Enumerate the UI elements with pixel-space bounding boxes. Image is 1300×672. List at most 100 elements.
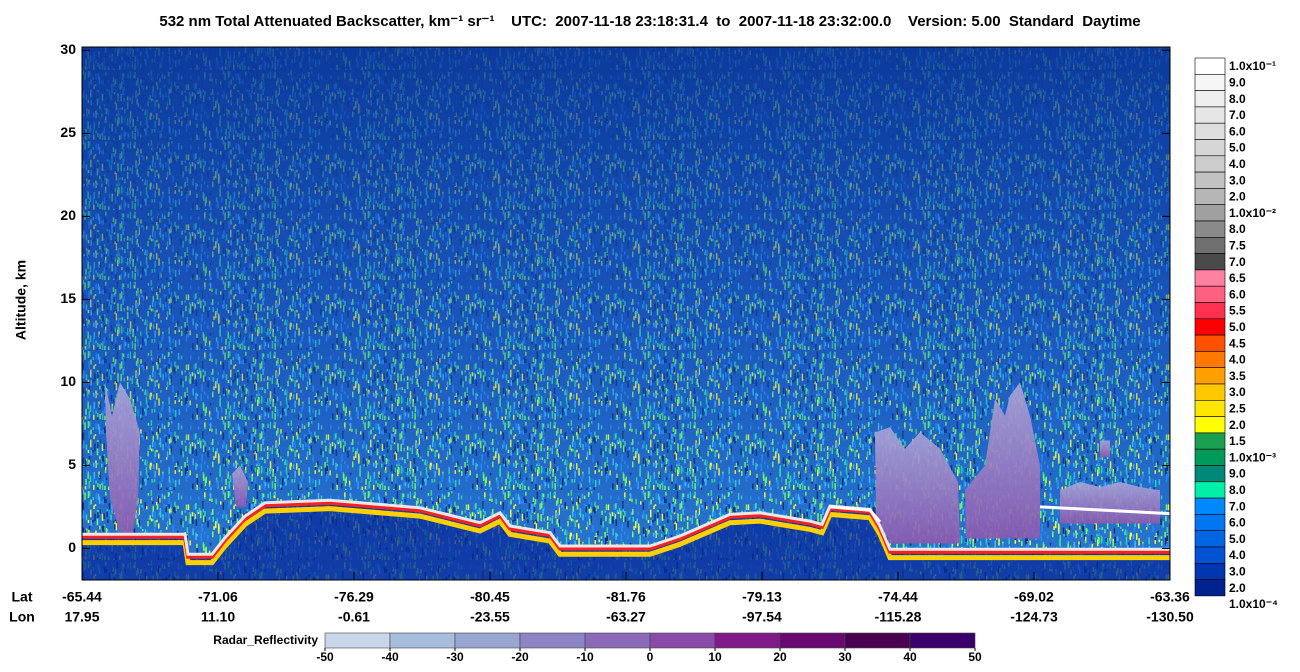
radar-tick-label: -20 (511, 650, 529, 664)
radar-tick-label: 30 (838, 650, 852, 664)
radar-cell (324, 632, 391, 649)
plot-area (82, 47, 1170, 580)
colorbar-cell (1194, 481, 1226, 499)
lat-tick-label: -79.13 (742, 589, 782, 605)
colorbar-cell (1194, 546, 1226, 564)
colorbar-cell (1194, 74, 1226, 91)
y-tick-label: 10 (60, 373, 76, 389)
radar-cloud (232, 465, 248, 507)
radar-cloud (875, 427, 960, 544)
colorbar-cell (1194, 122, 1226, 140)
colorbar-label: 6.0 (1229, 516, 1246, 530)
y-tick-label: 25 (60, 124, 76, 140)
radar-label: Radar_Reflectivity (213, 633, 318, 647)
radar-cell (389, 632, 456, 649)
colorbar-label: 1.5 (1229, 434, 1246, 448)
colorbar-cell (1194, 351, 1226, 368)
below-surface (82, 502, 1170, 580)
colorbar-cell (1194, 562, 1226, 580)
colorbar-cell (1194, 237, 1226, 254)
lon-tick-label: -115.28 (875, 609, 922, 625)
lat-tick-label: -80.45 (470, 589, 510, 605)
radar-cloud (965, 382, 1040, 539)
surface-core (82, 498, 1170, 556)
radar-cell (519, 632, 586, 649)
colorbar-cell (1194, 253, 1226, 271)
colorbar-label: 4.0 (1229, 353, 1246, 367)
radar-cell (454, 632, 521, 649)
colorbar-label: 4.0 (1229, 548, 1246, 562)
y-tick-label: 30 (60, 41, 76, 57)
colorbar-cell (1194, 465, 1226, 483)
radar-cell (844, 632, 911, 649)
lon-tick-label: -23.55 (470, 609, 510, 625)
features (82, 382, 1170, 580)
radar-tick-label: 10 (708, 650, 722, 664)
colorbar-label: 3.0 (1229, 385, 1246, 399)
colorbar-label: 4.0 (1229, 157, 1246, 171)
colorbar-label: 7.0 (1229, 499, 1246, 513)
colorbar-cell (1194, 269, 1226, 287)
lat-tick-label: -74.44 (878, 589, 918, 605)
colorbar-cell (1194, 530, 1226, 548)
radar-tick-label: 0 (647, 650, 654, 664)
radar-tick-label: 40 (903, 650, 917, 664)
y-tick-label: 0 (68, 539, 76, 555)
colorbar-cell (1194, 57, 1226, 75)
colorbar-label: 7.5 (1229, 238, 1246, 252)
colorbar-cell (1194, 139, 1226, 157)
radar-tick-label: -50 (316, 650, 334, 664)
colorbar-cell (1194, 334, 1226, 352)
chart-title: 532 nm Total Attenuated Backscatter, km⁻… (159, 13, 1140, 30)
colorbar-cell (1194, 318, 1226, 336)
colorbar-cell (1194, 106, 1226, 124)
colorbar-label: 5.0 (1229, 320, 1246, 334)
colorbar-label: 6.0 (1229, 287, 1246, 301)
ice-surface (829, 505, 1170, 523)
colorbar-cell (1194, 367, 1226, 385)
lat-tick-label: -71.06 (198, 589, 238, 605)
radar-cell (779, 632, 846, 649)
colorbar-cell (1194, 171, 1226, 189)
radar-tick-label: -30 (446, 650, 464, 664)
colorbar-cell (1194, 432, 1226, 450)
colorbar-label: 2.5 (1229, 401, 1246, 415)
colorbar-cell (1194, 416, 1226, 434)
colorbar-label: 9.0 (1229, 75, 1246, 89)
lon-tick-label: 11.10 (201, 609, 235, 625)
colorbar-label: 8.0 (1229, 92, 1246, 106)
colorbar-label: 8.0 (1229, 222, 1246, 236)
y-tick-label: 20 (60, 207, 76, 223)
lon-tick-label: -0.61 (338, 609, 370, 625)
colorbar-cell (1194, 90, 1226, 108)
colorbar-cell (1194, 188, 1226, 205)
lat-tick-label: -69.02 (1014, 589, 1054, 605)
colorbar-cell (1194, 497, 1226, 515)
colorbar-label: 7.0 (1229, 255, 1246, 269)
y-tick-label: 15 (60, 290, 76, 306)
colorbar-label: 2.0 (1229, 418, 1246, 432)
colorbar-label: 1.0x10⁻² (1229, 206, 1276, 220)
colorbar-label: 1.0x10⁻⁴ (1229, 597, 1278, 611)
colorbar-label: 6.0 (1229, 124, 1246, 138)
colorbar-label: 6.5 (1229, 271, 1246, 285)
colorbar-label: 8.0 (1229, 483, 1246, 497)
lon-tick-label: -130.50 (1146, 609, 1194, 625)
lat-tick-label: -63.36 (1150, 589, 1190, 605)
colorbar-cell (1194, 285, 1226, 303)
colorbar-label: 5.0 (1229, 532, 1246, 546)
colorbar-label: 1.0x10⁻¹ (1229, 59, 1276, 73)
colorbar-label: 3.5 (1229, 369, 1246, 383)
radar-tick-label: 50 (968, 650, 982, 664)
lon-tick-label: -124.73 (1010, 609, 1058, 625)
radar-cell (909, 632, 976, 649)
radar-cloud (1060, 482, 1160, 524)
colorbar-cell (1194, 204, 1226, 222)
radar-cell (649, 632, 716, 649)
lat-label: Lat (12, 589, 33, 605)
lat-tick-label: -76.29 (334, 589, 374, 605)
colorbar-cell (1194, 302, 1226, 320)
colorbar-cell (1194, 399, 1226, 417)
radar-tick-label: -40 (381, 650, 399, 664)
